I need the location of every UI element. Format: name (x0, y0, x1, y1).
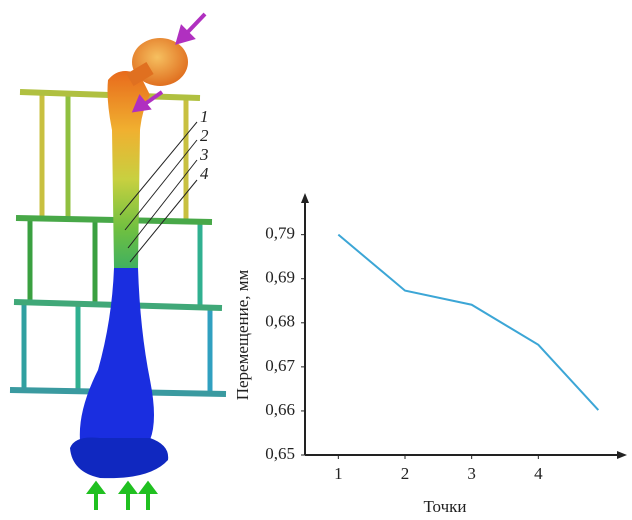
y-tick-label: 0,68 (265, 312, 295, 331)
y-tick-label: 0,69 (265, 268, 295, 287)
point-label: 1 (200, 107, 209, 126)
fixator-illustration (9, 12, 227, 510)
point-label: 2 (200, 126, 209, 145)
y-tick-label: 0,66 (265, 400, 295, 419)
point-label: 4 (200, 164, 209, 183)
x-tick-label: 4 (534, 464, 543, 483)
y-axis-title: Перемещение, мм (233, 269, 252, 400)
x-tick-label: 1 (334, 464, 343, 483)
x-tick-label: 3 (467, 464, 476, 483)
y-axis-arrow (301, 193, 309, 203)
y-tick-label: 0,67 (265, 356, 295, 375)
data-line (337, 233, 600, 411)
x-axis-title: Точки (423, 497, 466, 516)
y-tick-label: 0,65 (265, 444, 295, 463)
point-label: 3 (199, 145, 209, 164)
x-axis-arrow (617, 451, 627, 459)
y-tick-label: 0,79 (265, 224, 295, 243)
x-tick-label: 2 (401, 464, 410, 483)
